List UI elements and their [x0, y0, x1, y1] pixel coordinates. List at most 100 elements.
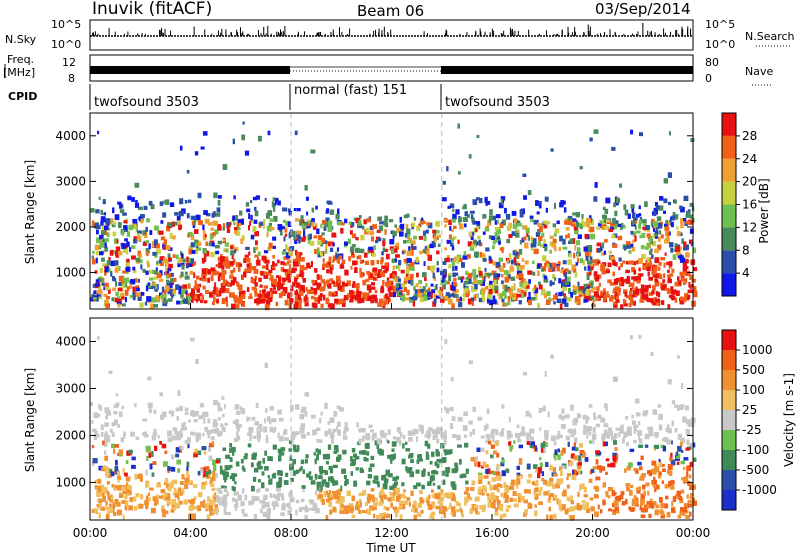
rti-cell [592, 259, 597, 264]
rti-cell [583, 246, 588, 252]
rti-cell [273, 215, 278, 222]
rti-cell [669, 242, 674, 248]
rti-cell [665, 495, 669, 500]
rti-cell [371, 435, 375, 441]
rti-cell [222, 164, 228, 170]
rti-cell [248, 213, 251, 220]
rti-cell [671, 296, 676, 300]
rti-cell [580, 224, 583, 230]
rti-cell [315, 205, 318, 210]
rti-cell [640, 295, 643, 300]
nsky-label: N.Sky [5, 33, 37, 46]
rti-cell [477, 416, 483, 421]
rti-cell [116, 299, 122, 305]
rti-cell [500, 293, 504, 298]
rti-cell [633, 300, 636, 306]
rti-cell [664, 226, 670, 232]
rti-cell [488, 215, 493, 221]
rti-cell [209, 240, 215, 245]
rti-cell [589, 226, 595, 233]
rti-cell [600, 417, 604, 423]
rti-cell [654, 300, 660, 306]
rti-cell [611, 295, 615, 299]
rti-cell [246, 266, 252, 273]
rti-cell [225, 288, 230, 294]
rti-cell [100, 216, 106, 223]
rti-cell [160, 220, 164, 224]
rti-cell [587, 265, 591, 272]
rti-cell [359, 272, 363, 278]
rti-cell [603, 423, 609, 428]
rti-cell [568, 497, 573, 502]
rti-cell [658, 230, 662, 235]
rti-cell [585, 256, 589, 261]
rti-cell [506, 301, 511, 305]
rti-cell [98, 196, 101, 200]
rti-cell [443, 269, 447, 275]
rti-cell [211, 301, 216, 306]
rti-cell [448, 505, 451, 510]
rti-cell [662, 279, 666, 283]
rti-cell [129, 247, 132, 252]
rti-cell [243, 467, 246, 473]
rti-cell [347, 293, 352, 298]
rti-cell [611, 217, 616, 224]
rti-cell [234, 215, 239, 221]
rti-cell [147, 492, 151, 497]
colorbar-swatch [722, 204, 736, 228]
rti-cell [273, 285, 276, 291]
rti-cell [392, 476, 398, 482]
rti-cell [634, 288, 640, 295]
rti-cell [613, 224, 617, 230]
rti-cell [350, 254, 356, 258]
rti-cell [265, 264, 269, 271]
rti-cell [123, 280, 126, 287]
rti-cell [358, 293, 362, 299]
rti-cell [294, 130, 298, 136]
rti-cell [307, 234, 311, 241]
rti-cell [335, 253, 340, 260]
rti-cell [494, 227, 499, 231]
rti-cell [585, 218, 591, 224]
rti-cell [530, 218, 534, 223]
rti-cell [544, 246, 548, 252]
rti-cell [277, 282, 282, 289]
rti-cell [150, 303, 155, 309]
rti-cell [420, 217, 424, 223]
rti-cell [537, 241, 541, 246]
rti-cell [259, 221, 264, 226]
rti-cell [579, 166, 583, 170]
rti-cell [647, 426, 652, 431]
rti-cell [279, 285, 283, 290]
rti-cell [487, 438, 491, 443]
rti-cell [174, 212, 179, 216]
rti-cell [636, 260, 639, 265]
rti-cell [207, 277, 210, 283]
rti-cell [646, 242, 651, 247]
rti-cell [531, 238, 535, 245]
rti-cell [262, 223, 265, 230]
rti-cell [653, 210, 657, 216]
rti-cell [481, 281, 485, 286]
rti-cell [468, 360, 473, 365]
rti-cell [434, 285, 437, 291]
rti-cell [532, 271, 536, 276]
rti-cell [426, 222, 431, 226]
rti-cell [458, 216, 462, 223]
rti-cell [653, 267, 656, 271]
rti-cell [101, 257, 105, 262]
rti-cell [413, 507, 418, 513]
rti-cell [111, 483, 115, 488]
rti-cell [522, 236, 527, 241]
rti-cell [257, 438, 261, 443]
rti-cell [110, 271, 113, 277]
rti-cell [94, 283, 100, 287]
rti-cell [644, 201, 648, 208]
rti-cell [477, 266, 481, 272]
rti-cell [538, 281, 541, 286]
rti-cell [191, 294, 194, 300]
rti-cell [96, 293, 101, 297]
rti-cell [266, 272, 272, 276]
rti-cell [607, 279, 612, 284]
rti-cell [615, 510, 620, 514]
